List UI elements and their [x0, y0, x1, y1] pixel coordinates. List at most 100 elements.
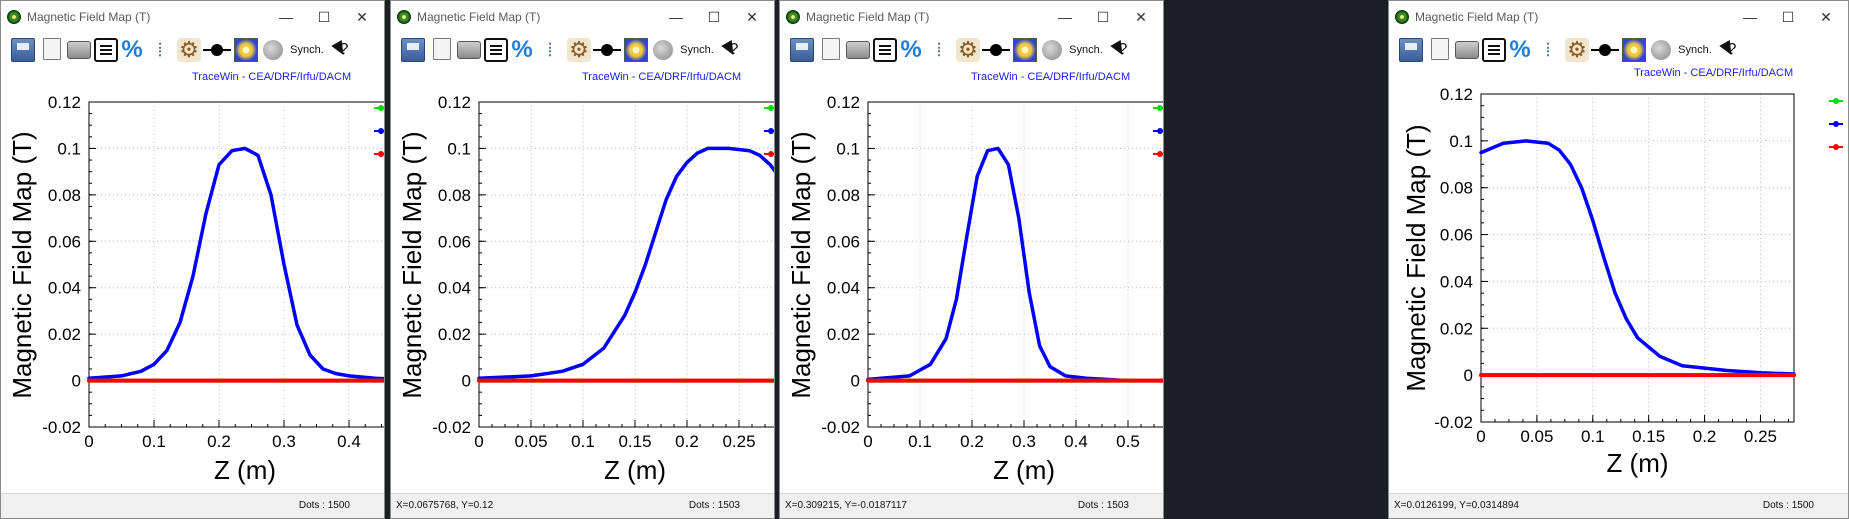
y-tick-label: 0.12 — [1440, 85, 1473, 104]
synch-button[interactable]: Synch. — [290, 44, 324, 56]
save-icon[interactable] — [790, 38, 814, 62]
list-icon[interactable] — [94, 38, 118, 62]
percent-icon[interactable]: % — [121, 36, 143, 63]
list-icon[interactable] — [1482, 38, 1506, 62]
line-style-icon[interactable] — [593, 38, 621, 62]
title-bar[interactable]: Magnetic Field Map (T) — ☐ ✕ — [1389, 1, 1848, 33]
save-icon[interactable] — [11, 38, 35, 62]
close-button[interactable]: ✕ — [356, 9, 368, 25]
gear-icon[interactable]: ⚙ — [956, 37, 980, 62]
close-button[interactable]: ✕ — [1820, 9, 1832, 25]
color-map-icon[interactable] — [234, 38, 258, 62]
field-map-window-4[interactable]: Magnetic Field Map (T) — ☐ ✕ % ⦙ ⚙ Synch… — [1388, 0, 1849, 519]
field-map-window-3[interactable]: Magnetic Field Map (T) — ☐ ✕ % ⦙ ⚙ Synch… — [779, 0, 1164, 519]
gear-icon[interactable]: ⚙ — [177, 37, 201, 62]
record-icon[interactable] — [1651, 40, 1671, 60]
minimize-button[interactable]: — — [669, 9, 683, 25]
record-icon[interactable] — [263, 40, 283, 60]
print-icon[interactable] — [67, 41, 91, 59]
legend-marker-by — [1833, 121, 1839, 127]
series-line-by — [477, 146, 774, 381]
dots-count: Dots : 1500 — [298, 500, 350, 511]
percent-icon[interactable]: % — [1509, 36, 1531, 63]
minimize-button[interactable]: — — [1743, 9, 1757, 25]
list-icon[interactable] — [873, 38, 897, 62]
copy-icon[interactable] — [1431, 38, 1449, 60]
copy-icon[interactable] — [43, 38, 61, 60]
window-title: Magnetic Field Map (T) — [1415, 10, 1539, 24]
maximize-button[interactable]: ☐ — [317, 9, 331, 25]
close-button[interactable]: ✕ — [1135, 9, 1147, 25]
x-axis-title: Z (m) — [604, 455, 666, 485]
help-pointer-icon[interactable]: ? — [1720, 38, 1744, 62]
ruler-icon[interactable]: ⦙ — [1545, 39, 1551, 60]
cursor-coordinates: X=0.0675768, Y=0.12 — [396, 500, 494, 511]
x-tick-label: 0.3 — [272, 432, 296, 451]
y-tick-label: 0.04 — [827, 279, 860, 298]
gear-icon[interactable]: ⚙ — [1565, 37, 1589, 62]
x-tick-label: 0.2 — [207, 432, 231, 451]
ruler-icon[interactable]: ⦙ — [936, 39, 942, 60]
y-tick-label: 0.08 — [438, 186, 471, 205]
percent-icon[interactable]: % — [900, 36, 922, 63]
help-pointer-icon[interactable]: ? — [332, 38, 356, 62]
record-icon[interactable] — [1042, 40, 1062, 60]
color-map-icon[interactable] — [1013, 38, 1037, 62]
maximize-button[interactable]: ☐ — [707, 9, 721, 25]
y-tick-label: 0.08 — [1440, 179, 1473, 198]
copy-icon[interactable] — [433, 38, 451, 60]
x-tick-label: 0.05 — [1520, 427, 1553, 446]
color-map-icon[interactable] — [1622, 38, 1646, 62]
series-line-by — [866, 146, 1130, 383]
line-style-icon[interactable] — [1591, 38, 1619, 62]
title-bar[interactable]: Magnetic Field Map (T) — ☐ ✕ — [780, 1, 1163, 33]
y-tick-label: -0.02 — [1434, 413, 1473, 432]
y-tick-label: 0.04 — [438, 279, 471, 298]
maximize-button[interactable]: ☐ — [1096, 9, 1110, 25]
x-tick-label: 0.2 — [960, 432, 984, 451]
synch-button[interactable]: Synch. — [1678, 44, 1712, 56]
synch-button[interactable]: Synch. — [680, 44, 714, 56]
field-map-window-2[interactable]: Magnetic Field Map (T) — ☐ ✕ % ⦙ ⚙ Synch… — [390, 0, 775, 519]
x-tick-label: 0.2 — [675, 432, 699, 451]
line-style-icon[interactable] — [203, 38, 231, 62]
tracewin-app-icon — [1395, 10, 1409, 24]
plot-frame — [867, 101, 1163, 428]
line-style-icon[interactable] — [982, 38, 1010, 62]
minimize-button[interactable]: — — [279, 9, 293, 25]
window-title: Magnetic Field Map (T) — [27, 10, 151, 24]
ruler-icon[interactable]: ⦙ — [547, 39, 553, 60]
ruler-icon[interactable]: ⦙ — [157, 39, 163, 60]
plot-grid — [867, 101, 1163, 428]
percent-icon[interactable]: % — [511, 36, 533, 63]
color-map-icon[interactable] — [624, 38, 648, 62]
close-button[interactable]: ✕ — [746, 9, 758, 25]
title-bar[interactable]: Magnetic Field Map (T) — ☐ ✕ — [1, 1, 384, 33]
copy-icon[interactable] — [822, 38, 840, 60]
y-tick-label: 0 — [462, 372, 471, 391]
help-pointer-icon[interactable]: ? — [722, 38, 746, 62]
credit-label: TraceWin - CEA/DRF/Irfu/DACM — [1634, 67, 1794, 79]
title-bar[interactable]: Magnetic Field Map (T) — ☐ ✕ — [391, 1, 774, 33]
print-icon[interactable] — [1455, 41, 1479, 59]
gear-icon[interactable]: ⚙ — [567, 37, 591, 62]
y-tick-label: 0.1 — [57, 139, 81, 158]
maximize-button[interactable]: ☐ — [1781, 9, 1795, 25]
synch-button[interactable]: Synch. — [1069, 44, 1103, 56]
minimize-button[interactable]: — — [1058, 9, 1072, 25]
help-pointer-icon[interactable]: ? — [1111, 38, 1135, 62]
cursor-coordinates: X=0.309215, Y=-0.0187117 — [785, 500, 907, 511]
save-icon[interactable] — [1399, 38, 1423, 62]
print-icon[interactable] — [457, 41, 481, 59]
print-icon[interactable] — [846, 41, 870, 59]
field-map-window-1[interactable]: Magnetic Field Map (T) — ☐ ✕ % ⦙ ⚙ Synch… — [0, 0, 385, 519]
save-icon[interactable] — [401, 38, 425, 62]
record-icon[interactable] — [653, 40, 673, 60]
x-tick-label: 0.25 — [1744, 427, 1777, 446]
list-icon[interactable] — [484, 38, 508, 62]
y-tick-label: 0.02 — [1440, 319, 1473, 338]
